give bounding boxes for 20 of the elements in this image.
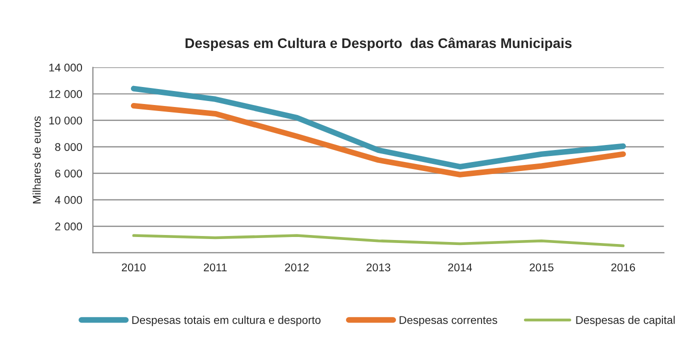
y-tick-label: 6 000 (55, 170, 82, 178)
y-axis-title: Milhares de euros (32, 116, 41, 204)
x-tick-label: 2013 (366, 263, 390, 272)
x-tick-label: 2015 (530, 263, 554, 272)
x-tick-label: 2010 (122, 263, 146, 272)
x-tick-label: 2012 (285, 263, 309, 272)
chart-title: Despesas em Cultura e Desporto das Câmaras Municipais (186, 38, 572, 51)
x-tick-label: 2016 (611, 263, 636, 272)
y-tick-label: 14 000 (49, 64, 82, 72)
y-tick-label: 8 000 (55, 143, 82, 151)
legend-label: Despesas correntes (400, 316, 498, 326)
legend-label: Despesas totais em cultura e desporto (132, 316, 321, 326)
legend-label: Despesas de capital (576, 316, 675, 326)
line-series (132, 234, 625, 248)
y-tick-label: 4 000 (54, 196, 82, 204)
x-tick-label: 2011 (204, 263, 227, 272)
y-tick-label: 10 000 (49, 116, 82, 124)
y-tick-label: 2 000 (55, 222, 82, 230)
y-tick-label: 12 000 (49, 90, 82, 98)
x-tick-label: 2014 (448, 263, 472, 272)
